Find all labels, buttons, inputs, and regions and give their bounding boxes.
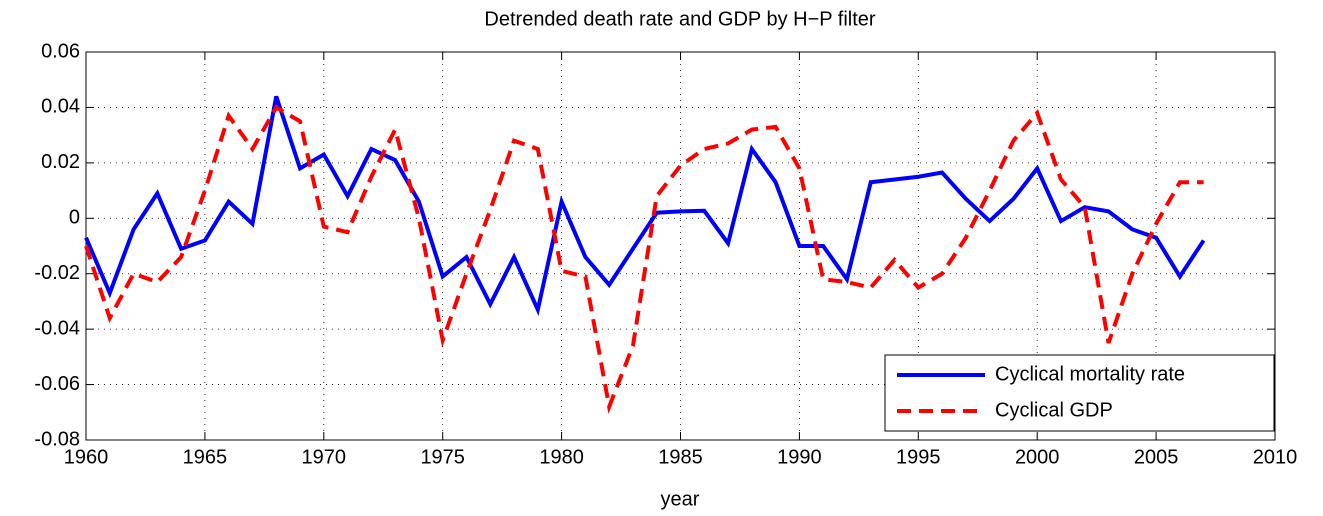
y-tick-label: -0.08 — [34, 428, 80, 450]
y-tick-label: 0.06 — [41, 40, 80, 62]
x-axis-label: year — [661, 488, 700, 510]
y-tick-label: 0.04 — [41, 96, 80, 118]
x-tick-label: 2005 — [1134, 446, 1179, 468]
x-tick-label: 1975 — [420, 446, 465, 468]
chart-title: Detrended death rate and GDP by H−P filt… — [484, 8, 876, 30]
legend-box — [884, 354, 1275, 432]
series-line — [84, 95, 1206, 317]
y-tick-label: -0.06 — [34, 373, 80, 395]
y-tick-label: 0.02 — [41, 151, 80, 173]
x-tick-label: 1965 — [183, 446, 228, 468]
legend-label: Cyclical mortality rate — [995, 363, 1185, 385]
x-tick-label: 1960 — [64, 446, 109, 468]
x-tick-label: 1990 — [777, 446, 822, 468]
y-tick-label: -0.02 — [34, 262, 80, 284]
x-tick-label: 2010 — [1253, 446, 1298, 468]
x-tick-label: 2000 — [1015, 446, 1060, 468]
x-tick-label: 1985 — [658, 446, 703, 468]
y-tick-label: -0.04 — [34, 317, 80, 339]
x-tick-label: 1995 — [896, 446, 941, 468]
x-tick-label: 1970 — [302, 446, 347, 468]
y-tick-label: 0 — [69, 207, 80, 229]
legend-label: Cyclical GDP — [995, 399, 1113, 421]
x-tick-label: 1980 — [539, 446, 584, 468]
series-line — [84, 104, 1204, 415]
